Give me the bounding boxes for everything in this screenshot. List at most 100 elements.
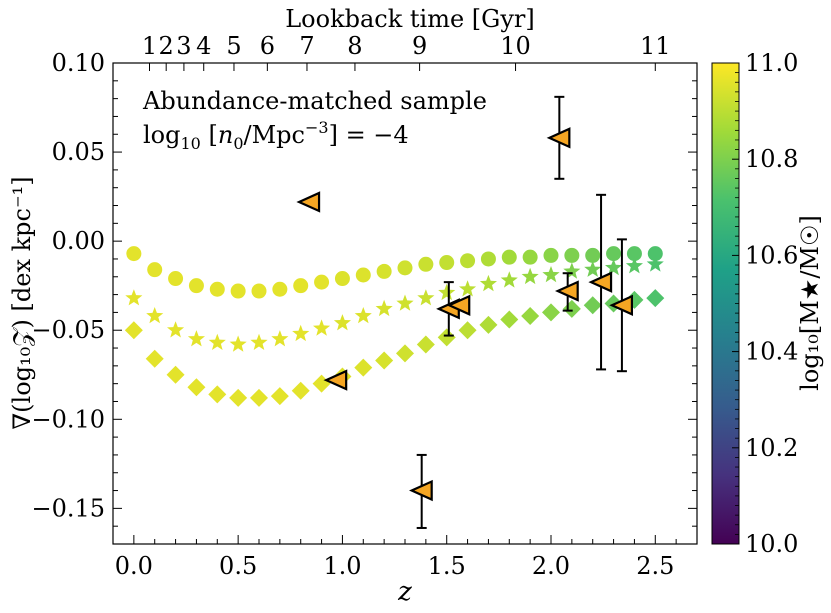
star-point: [396, 294, 414, 311]
circle-point: [460, 253, 476, 269]
diamond-point: [270, 387, 289, 406]
x-tick-label: 1.0: [323, 552, 361, 580]
annotation: Abundance-matched sample log10 [n0/Mpc−3…: [142, 87, 487, 153]
diamond-point: [437, 328, 456, 347]
diamond-point: [479, 315, 498, 334]
circle-point: [376, 263, 392, 279]
star-point: [187, 330, 205, 347]
observation-point: [588, 271, 613, 293]
diamond-point: [229, 388, 248, 407]
star-point: [521, 267, 539, 285]
colorbar-tick-label: 10.2: [745, 434, 798, 462]
y-axis-label: ∇(log₁₀𝒵) [dex kpc⁻¹]: [8, 176, 36, 429]
top-tick-label: 7: [299, 32, 314, 60]
diamond-point: [291, 381, 310, 400]
observations: [296, 95, 634, 529]
star-point: [167, 321, 185, 338]
colorbar: 10.0 10.2 10.4 10.6 10.8 11.0: [711, 49, 798, 558]
top-tick-label: 11: [640, 32, 671, 60]
star-point: [313, 319, 331, 336]
axes: 0.0 0.5 1.0 1.5 2.0 2.5 0.10 0.05 0.00 −0.05 −0.10…: [31, 32, 698, 580]
top-tick-label: 10: [500, 32, 531, 60]
colorbar-label: log₁₀[M★/M☉]: [796, 215, 824, 391]
model-series: [124, 246, 665, 407]
observation-point: [296, 191, 321, 213]
star-point: [438, 283, 456, 301]
colorbar-tick-label: 11.0: [745, 49, 798, 77]
circle-point: [209, 281, 225, 297]
star-point: [542, 266, 560, 283]
annotation-line1: Abundance-matched sample: [142, 87, 487, 115]
circle-point: [626, 246, 642, 262]
circle-point: [314, 274, 330, 290]
circle-point: [397, 260, 413, 276]
y-tick-label: −0.10: [31, 405, 105, 433]
diamond-point: [562, 299, 581, 318]
circle-point: [647, 246, 663, 262]
top-tick-label: 9: [412, 32, 427, 60]
star-point: [375, 299, 393, 317]
circle-point: [522, 249, 538, 265]
top-tick-label: 2: [159, 32, 174, 60]
circle-point: [606, 246, 622, 262]
observation-point: [546, 127, 571, 149]
circle-point: [188, 278, 204, 294]
colorbar-tick-label: 10.4: [745, 338, 798, 366]
diamond-point: [416, 335, 435, 354]
colorbar-tick-label: 10.8: [745, 145, 798, 173]
top-tick-label: 3: [176, 32, 191, 60]
observation-point: [446, 294, 471, 316]
star-point: [208, 333, 226, 350]
top-tick-label: 1: [142, 32, 157, 60]
diamond-point: [354, 358, 373, 377]
y-tick-label: 0.00: [52, 227, 105, 255]
star-point: [292, 324, 310, 342]
circle-point: [585, 247, 601, 263]
diamond-point: [458, 321, 477, 340]
diamond-point: [396, 344, 414, 363]
annotation-line2: log10 [n0/Mpc−3] = −4: [143, 118, 409, 153]
observation-point: [409, 479, 433, 502]
circle-point: [439, 255, 455, 271]
colorbar-tick-label: 10.6: [745, 241, 798, 269]
star-point: [625, 257, 643, 274]
star-point: [646, 255, 664, 272]
star-point: [271, 330, 289, 347]
diamond-point: [542, 303, 560, 322]
diamond-point: [124, 321, 143, 340]
circle-point: [564, 247, 580, 263]
star-point: [605, 258, 623, 276]
x-axis-label: z: [397, 577, 412, 607]
circle-point: [543, 247, 559, 263]
circle-point: [501, 249, 517, 265]
top-tick-label: 6: [260, 32, 275, 60]
plot-frame: [112, 62, 698, 545]
colorbar-tick-label: 10.0: [745, 530, 798, 558]
y-tick-label: 0.05: [52, 138, 105, 166]
circle-point: [480, 251, 496, 267]
circle-point: [355, 267, 371, 283]
star-point: [354, 307, 372, 324]
circle-point: [168, 271, 184, 287]
diamond-point: [166, 365, 185, 384]
circle-point: [147, 262, 163, 278]
diamond-point: [187, 378, 206, 397]
circle-point: [272, 281, 288, 297]
top-tick-label: 8: [347, 32, 362, 60]
star-point: [250, 333, 268, 350]
diamond-point: [145, 349, 164, 368]
star-point: [563, 262, 581, 279]
star-point: [479, 274, 497, 292]
observation-point: [323, 369, 348, 391]
diamond-point: [208, 385, 227, 404]
x-tick-label: 0.0: [115, 552, 153, 580]
circle-point: [418, 256, 434, 272]
star-point: [417, 289, 435, 306]
diamond-point: [583, 296, 602, 315]
top-axis-label: Lookback time [Gyr]: [285, 5, 535, 33]
diamond-point: [250, 388, 268, 407]
diamond-point: [646, 289, 665, 308]
diamond-point: [521, 306, 540, 325]
star-point: [333, 314, 351, 331]
